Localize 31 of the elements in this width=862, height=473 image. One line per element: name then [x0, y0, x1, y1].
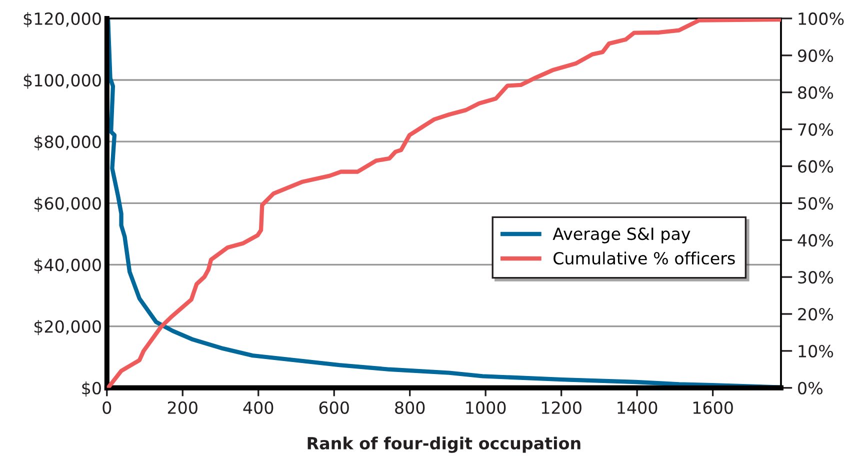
y2-tick-label: 60% [798, 160, 834, 173]
y-tick-label: $40,000 [34, 258, 101, 274]
y2-tick-label: 80% [798, 86, 834, 99]
y-tick-label: $100,000 [24, 74, 101, 89]
y-tick-label: $120,000 [24, 12, 101, 28]
y-tick-label: $60,000 [34, 196, 101, 212]
y2-tick-label: 90% [798, 49, 834, 62]
x-tick-label: 200 [168, 401, 198, 414]
y2-tick-label: 30% [798, 271, 834, 284]
x-axis-title: Rank of four-digit occupation [308, 436, 580, 453]
line-series [106, 18, 781, 388]
legend-label: Average S&I pay [552, 227, 690, 244]
y-tick-label: $80,000 [34, 135, 101, 150]
legend-label: Cumulative % officers [554, 252, 735, 265]
y2-tick-label: 0% [798, 382, 822, 394]
y2-tick-label: 70% [798, 123, 834, 136]
y2-tick-label: 100% [798, 12, 844, 26]
y2-tick-label: 50% [798, 197, 834, 210]
x-tick-label: 1600 [693, 401, 733, 414]
y2-tick-label: 40% [798, 234, 834, 247]
x-tick-label: 800 [395, 401, 425, 414]
x-tick-label: 600 [319, 401, 349, 414]
x-tick-label: 1000 [466, 401, 506, 414]
x-tick-label: 0 [102, 401, 112, 414]
y2-tick-label: 10% [798, 344, 834, 358]
x-tick-label: 1400 [618, 401, 658, 414]
x-tick-label: 1200 [542, 401, 582, 414]
y-tick-label: $0 [82, 382, 101, 397]
x-tick-label: 400 [243, 401, 274, 414]
y2-tick-label: 20% [798, 308, 834, 321]
y-tick-label: $20,000 [34, 320, 101, 336]
